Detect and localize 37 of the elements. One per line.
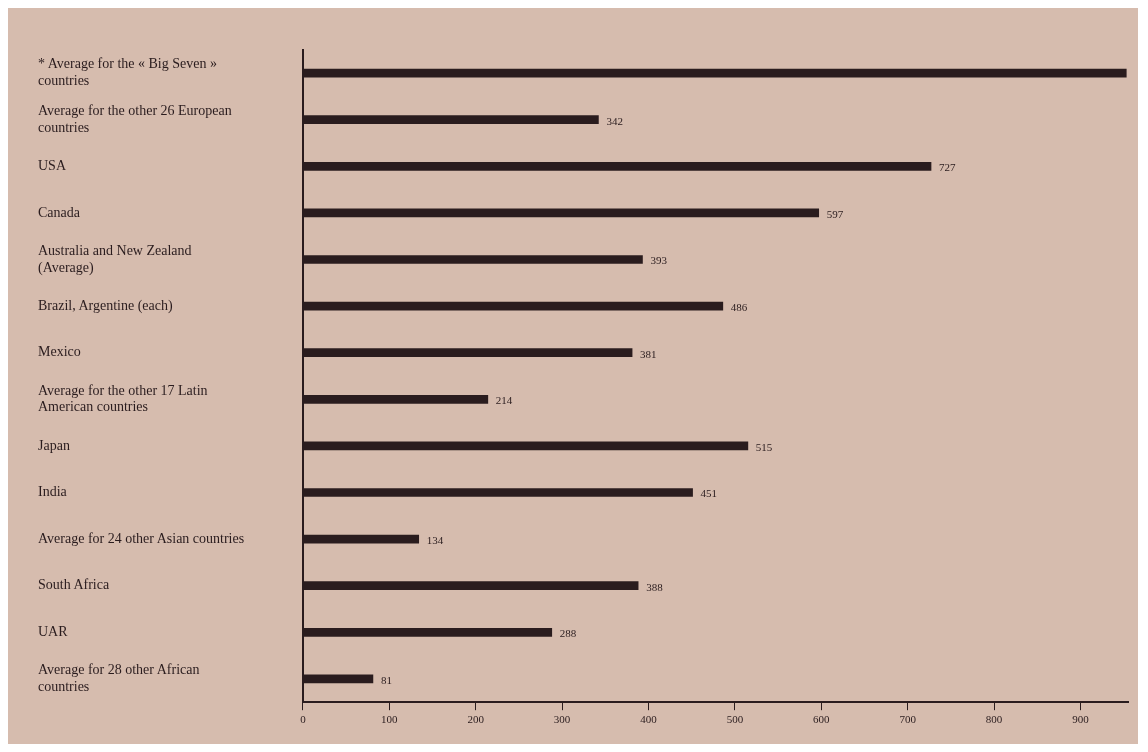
x-tick-label: 400 bbox=[640, 712, 658, 725]
data-label: 214 bbox=[495, 394, 513, 407]
y-tick-label: India bbox=[38, 484, 68, 500]
y-tick-label: Australia and New Zealand (Average) bbox=[38, 242, 192, 276]
y-tick-label: Mexico bbox=[38, 344, 81, 360]
x-tick-label: 900 bbox=[1072, 712, 1090, 725]
y-tick-label: Canada bbox=[38, 204, 81, 220]
data-label: 486 bbox=[730, 300, 748, 313]
y-tick-label: * Average for the « Big Seven » countries bbox=[38, 56, 217, 89]
data-label: 451 bbox=[700, 487, 718, 500]
data-label: 288 bbox=[559, 627, 577, 640]
data-label: 393 bbox=[650, 254, 668, 267]
y-tick-label: Average for the other 17 Latin American countries bbox=[38, 382, 208, 415]
y-tick-label: Average for the other 26 European countries bbox=[38, 102, 232, 135]
y-tick-label: USA bbox=[38, 157, 67, 173]
x-tick-label: 800 bbox=[985, 712, 1003, 725]
x-tick-label: 500 bbox=[726, 712, 744, 725]
data-label: 388 bbox=[646, 580, 664, 593]
data-label: 134 bbox=[426, 533, 444, 546]
x-tick-label: 300 bbox=[553, 712, 571, 725]
data-label: 597 bbox=[826, 207, 844, 220]
x-tick-label: 600 bbox=[813, 712, 831, 725]
x-tick-label: 200 bbox=[467, 712, 485, 725]
y-tick-label: Japan bbox=[38, 437, 70, 453]
y-tick-label: Brazil, Argentine (each) bbox=[38, 297, 173, 314]
y-tick-label: South Africa bbox=[38, 577, 110, 593]
y-tick-label: Average for 24 other Asian countries bbox=[38, 530, 245, 546]
data-label: 381 bbox=[640, 347, 657, 360]
data-label: 727 bbox=[939, 161, 957, 174]
data-label: 515 bbox=[755, 440, 773, 453]
x-tick-label: 100 bbox=[381, 712, 399, 725]
x-tick-label: 700 bbox=[899, 712, 917, 725]
data-label: 81 bbox=[380, 673, 392, 686]
data-label: 342 bbox=[606, 114, 623, 127]
x-tick-label: 0 bbox=[300, 712, 307, 725]
y-tick-label: UAR bbox=[38, 623, 69, 639]
y-tick-label: Average for 28 other African countries bbox=[38, 662, 200, 694]
